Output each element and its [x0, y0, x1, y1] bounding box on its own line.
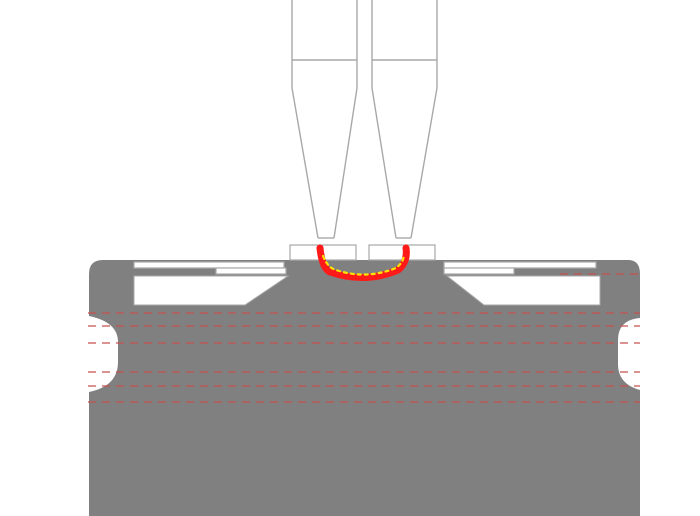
left-side-plate-lower — [215, 267, 287, 275]
left-electrode — [291, 0, 358, 239]
right-lid-tab — [368, 244, 436, 261]
right-side-plate — [443, 261, 597, 269]
right-side-plate-lower — [443, 267, 515, 275]
left-side-plate — [133, 261, 285, 269]
right-electrode — [371, 0, 438, 239]
weld-bead — [316, 244, 410, 282]
right-cavity — [445, 275, 601, 306]
can-body — [89, 260, 640, 516]
left-cavity — [133, 275, 290, 306]
dashed-reference-lines — [88, 273, 640, 403]
